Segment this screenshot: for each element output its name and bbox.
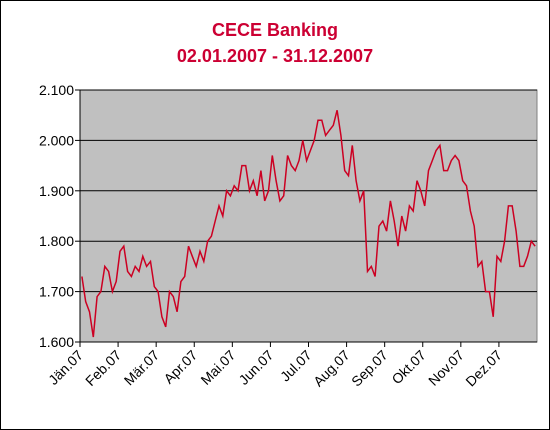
y-tick-label: 2.000 (39, 132, 74, 148)
y-tick-label: 1.900 (39, 183, 74, 199)
y-tick-label: 1.700 (39, 284, 74, 300)
line-series (81, 110, 536, 338)
chart-subtitle: 02.01.2007 - 31.12.2007 (177, 46, 373, 66)
plot-area (79, 89, 538, 343)
chart-title: CECE Banking (212, 20, 338, 40)
y-tick-label: 1.800 (39, 233, 74, 249)
y-tick-label: 1.600 (39, 334, 74, 350)
y-tick-label: 2.100 (39, 82, 74, 98)
